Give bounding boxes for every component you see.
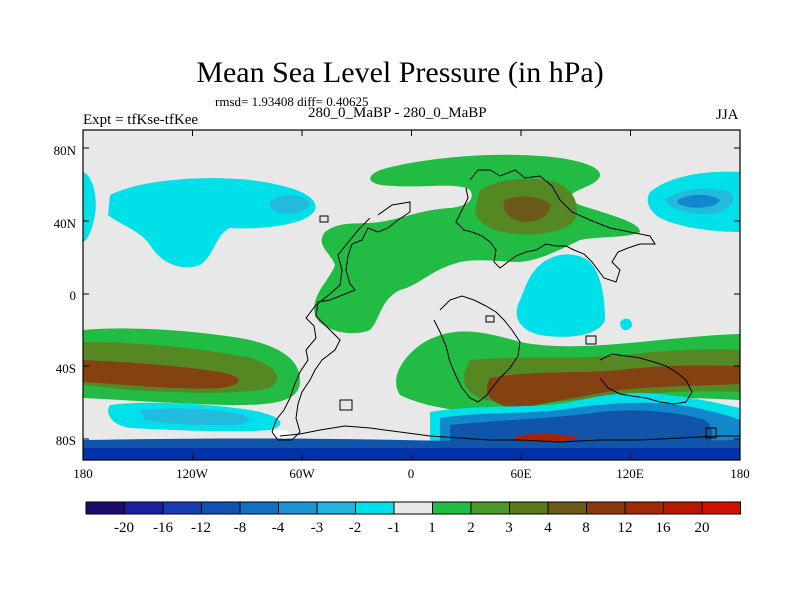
colorbar-label: -20 [114, 520, 134, 536]
colorbar-box [509, 501, 549, 515]
x-tick-120e: 120E [616, 466, 644, 481]
colorbar-label: -1 [387, 520, 401, 536]
colorbar-label: -16 [153, 520, 173, 536]
contour-cyan-indian [516, 254, 605, 337]
contour-medblue-strip [83, 438, 740, 448]
coastline-africa [433, 295, 521, 403]
colorbar-box [201, 501, 241, 515]
colorbar-box [316, 501, 356, 515]
y-tick-0: 0 [69, 288, 77, 303]
contour-brown-south-west [83, 360, 239, 389]
y-tick-80s: 80S [55, 433, 76, 448]
x-tick-0: 0 [407, 466, 415, 481]
contour-cyan-west-edge [83, 172, 96, 242]
map-field [83, 130, 740, 460]
coastlines [271, 169, 740, 443]
colorbar-box [663, 501, 703, 515]
colorbar-label: 3 [505, 520, 513, 536]
colorbar-label: 4 [544, 520, 552, 536]
colorbar-label: -12 [191, 520, 211, 536]
island-e [705, 427, 717, 439]
colorbar-label: 1 [428, 520, 436, 536]
colorbar-box [393, 501, 433, 515]
colorbar-label: 20 [694, 520, 710, 536]
experiment-label: Expt = tfKse-tfKee [83, 112, 199, 128]
contour-cyan-small [620, 318, 632, 331]
contour-brown-south-east [486, 365, 740, 408]
colorbar-box [701, 501, 741, 515]
colorbar-box [124, 501, 164, 515]
colorbar-label: 12 [617, 520, 633, 536]
colorbar-label: -3 [310, 520, 324, 536]
contour-darkblue-south [83, 445, 740, 460]
contour-brown-north [503, 196, 551, 222]
stats-label: rmsd= 1.93408 diff= 0.40625 [215, 94, 369, 109]
island-a [319, 215, 329, 223]
y-tick-80n: 80N [53, 143, 76, 158]
colorbar [85, 501, 741, 515]
colorbar-box [278, 501, 318, 515]
colorbar-box [239, 501, 279, 515]
contour-white-south [270, 429, 292, 439]
colorbar-label: -4 [271, 520, 285, 536]
island-d [339, 399, 353, 411]
colorbar-box [85, 501, 125, 515]
x-tick-60w: 60W [289, 466, 315, 481]
contour-blue-pacific [270, 195, 310, 214]
colorbar-box [547, 501, 587, 515]
colorbar-box [355, 501, 395, 515]
contour-medblue-east [677, 194, 720, 208]
contour-cyan-pacific [108, 178, 316, 268]
colorbar-label: -8 [233, 520, 247, 536]
island-b [485, 315, 495, 323]
colorbar-box [470, 501, 510, 515]
coastline-americas [271, 201, 411, 441]
y-tick-40s: 40S [55, 361, 76, 376]
colorbar-label: 16 [655, 520, 671, 536]
plot-title: Mean Sea Level Pressure (in hPa) [196, 56, 604, 89]
run-label: 280_0_MaBP - 280_0_MaBP [308, 105, 487, 121]
contour-blue-south-west [140, 408, 250, 426]
x-tick-180e: 180 [730, 466, 750, 481]
season-label: JJA [716, 107, 739, 123]
x-tick-180w: 180 [73, 466, 93, 481]
colorbar-box [624, 501, 664, 515]
colorbar-box [432, 501, 472, 515]
x-tick-60e: 60E [510, 466, 532, 481]
coastline-australia [599, 353, 693, 405]
axis-ticks [82, 130, 741, 460]
coastline-eurasia [455, 169, 656, 283]
y-tick-40n: 40N [53, 216, 76, 231]
colorbar-box [162, 501, 202, 515]
contour-red-south [515, 433, 578, 442]
colorbar-label: -2 [348, 520, 362, 536]
colorbar-label: 2 [467, 520, 475, 536]
colorbar-label: 8 [582, 520, 590, 536]
island-c [585, 335, 597, 345]
colorbar-box [586, 501, 626, 515]
contour-green-north-west [343, 257, 391, 282]
coastline-antarctica [279, 425, 740, 443]
x-tick-120w: 120W [176, 466, 208, 481]
